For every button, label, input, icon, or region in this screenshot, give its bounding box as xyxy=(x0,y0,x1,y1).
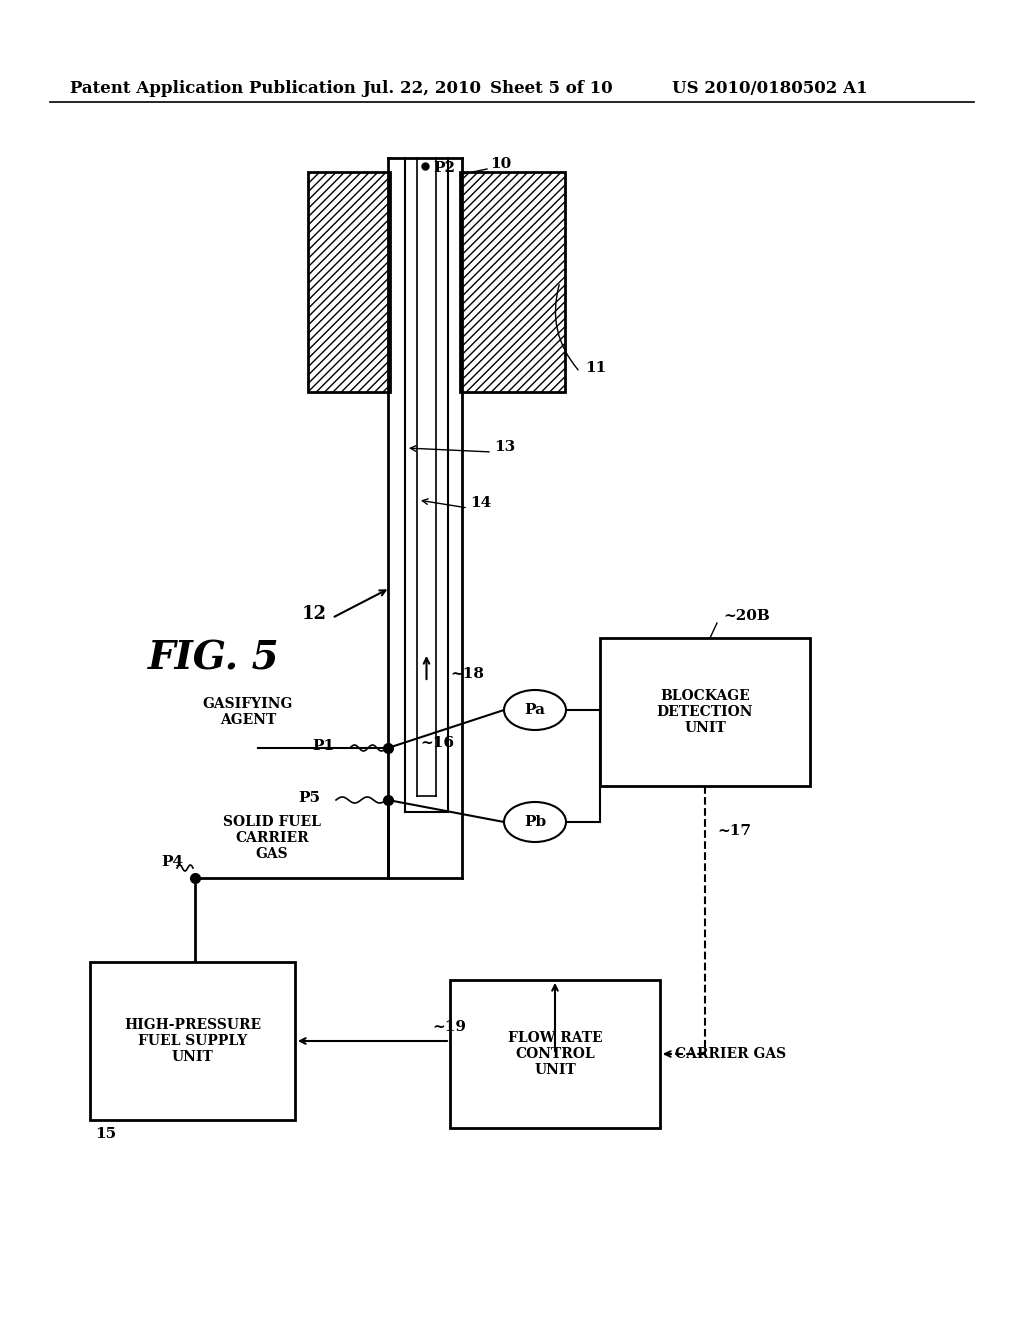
Text: 10: 10 xyxy=(490,157,511,172)
Text: Pb: Pb xyxy=(524,814,546,829)
Text: FLOW RATE
CONTROL
UNIT: FLOW RATE CONTROL UNIT xyxy=(508,1031,602,1077)
Ellipse shape xyxy=(504,803,566,842)
Text: ~19: ~19 xyxy=(432,1020,466,1034)
Text: Pa: Pa xyxy=(524,704,546,717)
Text: ~16: ~16 xyxy=(420,737,454,750)
Text: 15: 15 xyxy=(95,1127,116,1140)
Text: BLOCKAGE
DETECTION
UNIT: BLOCKAGE DETECTION UNIT xyxy=(656,689,754,735)
Text: 11: 11 xyxy=(585,360,606,375)
Text: ~20B: ~20B xyxy=(723,609,770,623)
Bar xyxy=(460,172,565,392)
Text: FIG. 5: FIG. 5 xyxy=(148,639,280,677)
Text: US 2010/0180502 A1: US 2010/0180502 A1 xyxy=(672,81,867,96)
Text: 12: 12 xyxy=(302,605,327,623)
Text: Sheet 5 of 10: Sheet 5 of 10 xyxy=(490,81,612,96)
Text: P2: P2 xyxy=(433,161,455,176)
Bar xyxy=(308,172,390,392)
Text: HIGH-PRESSURE
FUEL SUPPLY
UNIT: HIGH-PRESSURE FUEL SUPPLY UNIT xyxy=(124,1018,261,1064)
Bar xyxy=(600,638,810,785)
Text: Patent Application Publication: Patent Application Publication xyxy=(70,81,356,96)
Text: 14: 14 xyxy=(470,496,492,510)
Text: 13: 13 xyxy=(494,440,515,454)
Text: P5: P5 xyxy=(298,791,319,805)
Bar xyxy=(90,962,295,1119)
Text: ~17: ~17 xyxy=(717,824,751,838)
Bar xyxy=(450,979,660,1129)
Text: SOLID FUEL
CARRIER
GAS: SOLID FUEL CARRIER GAS xyxy=(223,814,321,861)
Text: P1: P1 xyxy=(312,739,334,752)
Text: ~18: ~18 xyxy=(450,667,484,681)
Text: CARRIER GAS: CARRIER GAS xyxy=(675,1047,786,1061)
Text: Jul. 22, 2010: Jul. 22, 2010 xyxy=(362,81,481,96)
Text: GASIFYING
AGENT: GASIFYING AGENT xyxy=(203,697,293,727)
Text: P4: P4 xyxy=(161,855,183,869)
Ellipse shape xyxy=(504,690,566,730)
